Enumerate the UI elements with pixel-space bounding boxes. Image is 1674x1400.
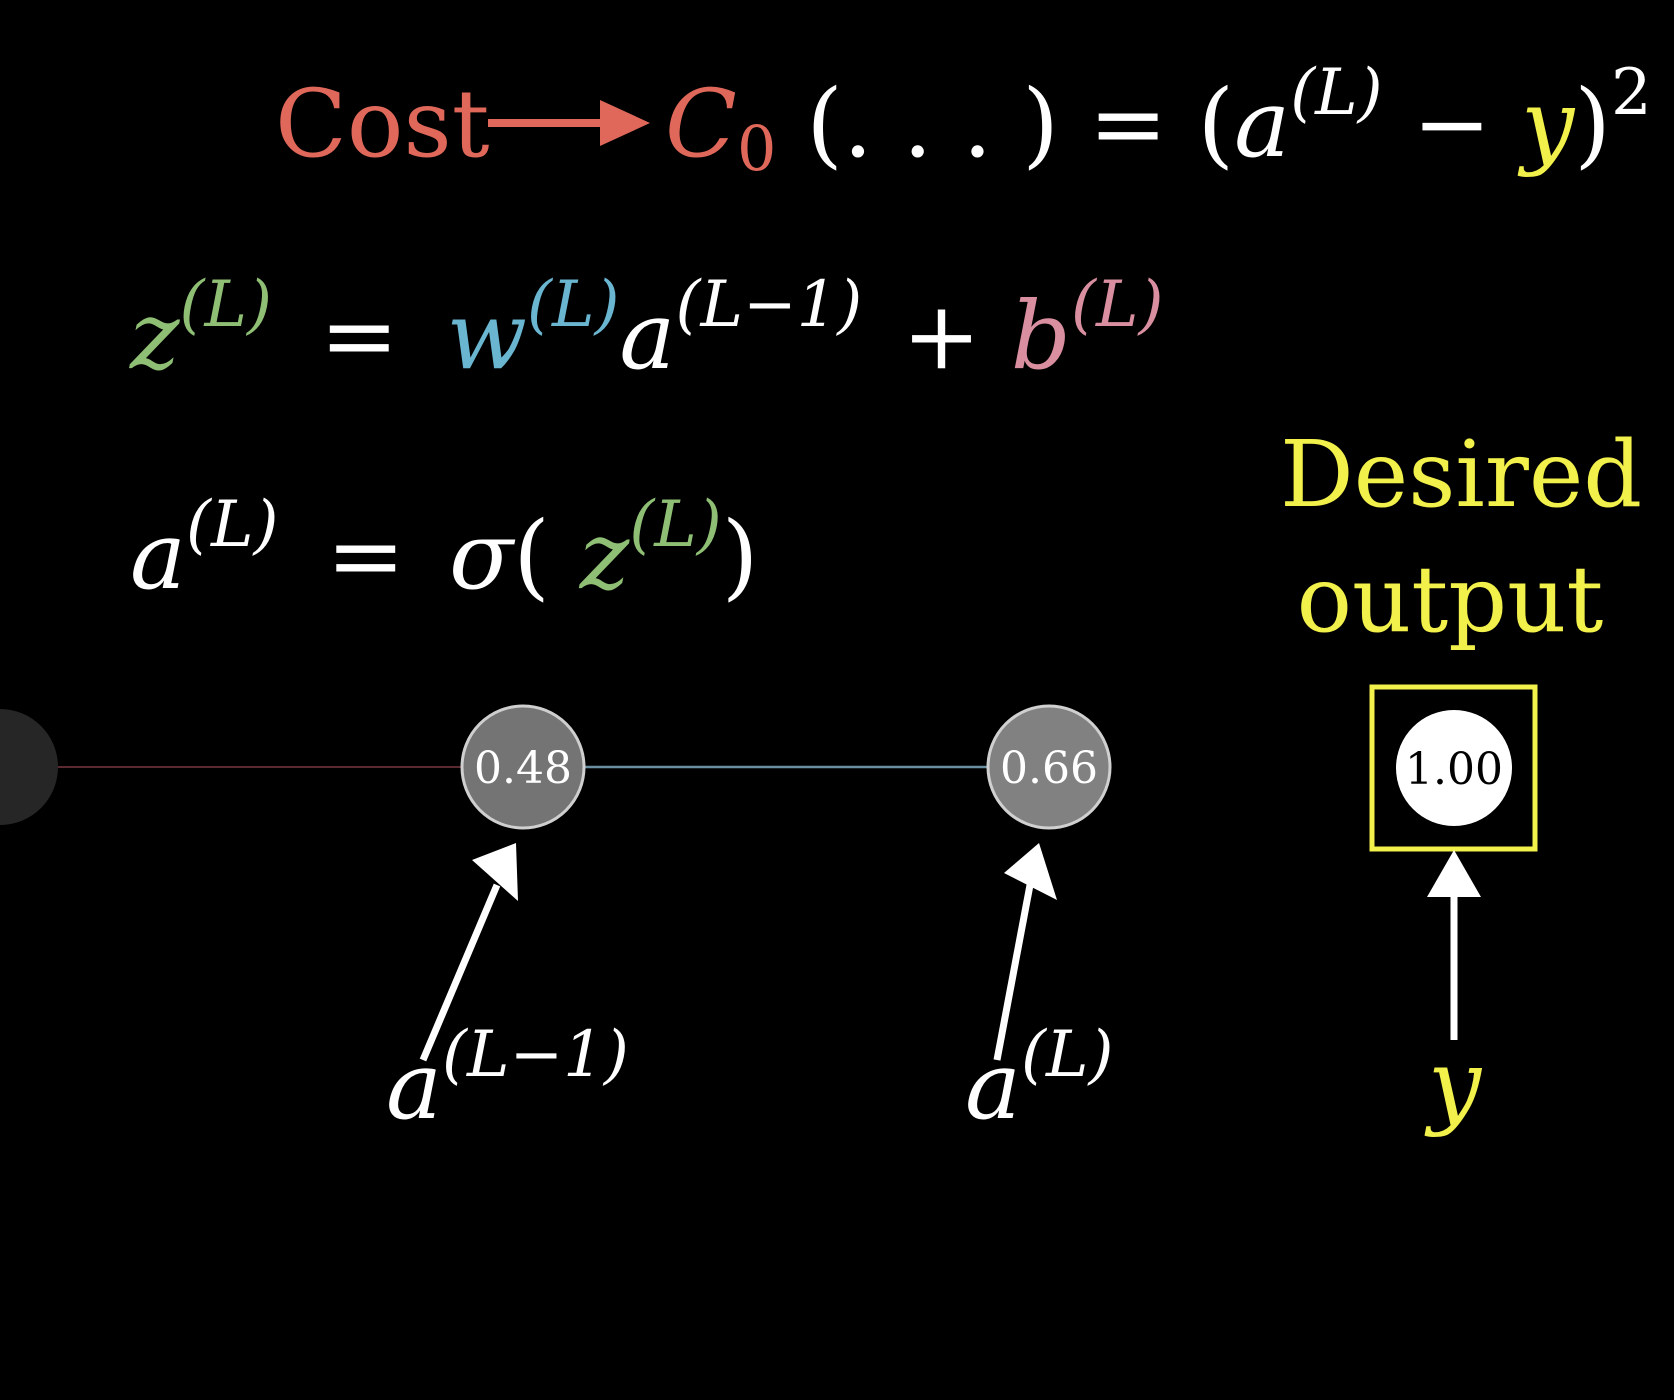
node-a-L — [986, 704, 1112, 830]
desired-output-box — [1369, 684, 1538, 852]
a-superscript: (L) — [186, 488, 279, 562]
label-y: y — [1428, 1030, 1482, 1139]
cost-args: (. . . ) — [806, 70, 1059, 179]
square-exponent: 2 — [1610, 56, 1652, 130]
node-previous-faded — [0, 709, 58, 825]
a-symbol: a — [130, 502, 187, 611]
label-a-superscript: (L) — [1021, 1018, 1114, 1092]
z-symbol: z — [130, 282, 180, 391]
z-superscript: (L) — [629, 488, 722, 562]
node-y — [1396, 710, 1512, 826]
label-a-base: a — [965, 1032, 1022, 1141]
label-a-base: a — [386, 1032, 443, 1141]
close-paren: ) — [1574, 70, 1611, 179]
z-equation: z(L) = w(L)a(L−1) + b(L) — [130, 273, 1163, 384]
cost-function-subscript: 0 — [736, 112, 777, 185]
desired-output-line-1: Desired — [1280, 421, 1643, 528]
arrow-to-node-a-L-minus-1 — [419, 883, 501, 1062]
label-a-superscript: (L−1) — [442, 1018, 629, 1092]
arrow-to-node-a-L — [993, 884, 1034, 1061]
a-symbol: a — [1234, 70, 1291, 179]
a-superscript: (L−1) — [675, 268, 863, 342]
plus-sign: + — [902, 282, 981, 391]
open-paren: ( — [1197, 70, 1235, 179]
cost-arrow-head — [600, 100, 650, 146]
label-a-L-minus-1: a(L−1) — [386, 1023, 629, 1134]
arrow-head-a-L — [1004, 843, 1057, 900]
equals-sign: = — [1088, 70, 1168, 179]
node-a-L-minus-1 — [460, 704, 586, 830]
y-symbol: y — [1521, 70, 1575, 179]
node-a-L-value: 0.66 — [1000, 743, 1098, 794]
label-a-L: a(L) — [965, 1023, 1113, 1134]
b-symbol: b — [1010, 282, 1071, 391]
z-symbol: z — [579, 502, 630, 611]
a-symbol: a — [619, 282, 676, 391]
equals-sign: = — [319, 282, 399, 391]
desired-output-label: Desired output — [1280, 412, 1643, 662]
cost-equation: C0 (. . . ) = (a(L) − y)2 — [665, 61, 1652, 180]
minus-sign: − — [1412, 70, 1492, 179]
w-superscript: (L) — [526, 268, 620, 342]
equals-sign: = — [326, 502, 406, 611]
activation-equation: a(L) = σ( z(L)) — [130, 493, 758, 604]
cost-function-symbol: C — [665, 70, 737, 179]
cost-label: Cost — [275, 70, 490, 179]
close-paren: ) — [721, 502, 759, 611]
a-superscript: (L) — [1290, 56, 1383, 130]
open-paren: ( — [513, 502, 550, 611]
node-y-value: 1.00 — [1405, 744, 1503, 795]
b-superscript: (L) — [1070, 268, 1164, 342]
desired-output-line-2: output — [1296, 546, 1604, 653]
node-a-L-minus-1-value: 0.48 — [474, 743, 572, 794]
arrow-head-a-L-minus-1 — [472, 843, 518, 901]
z-superscript: (L) — [179, 268, 272, 342]
w-symbol: w — [446, 282, 527, 391]
sigma-symbol: σ — [449, 502, 514, 611]
arrow-head-y — [1427, 850, 1481, 897]
